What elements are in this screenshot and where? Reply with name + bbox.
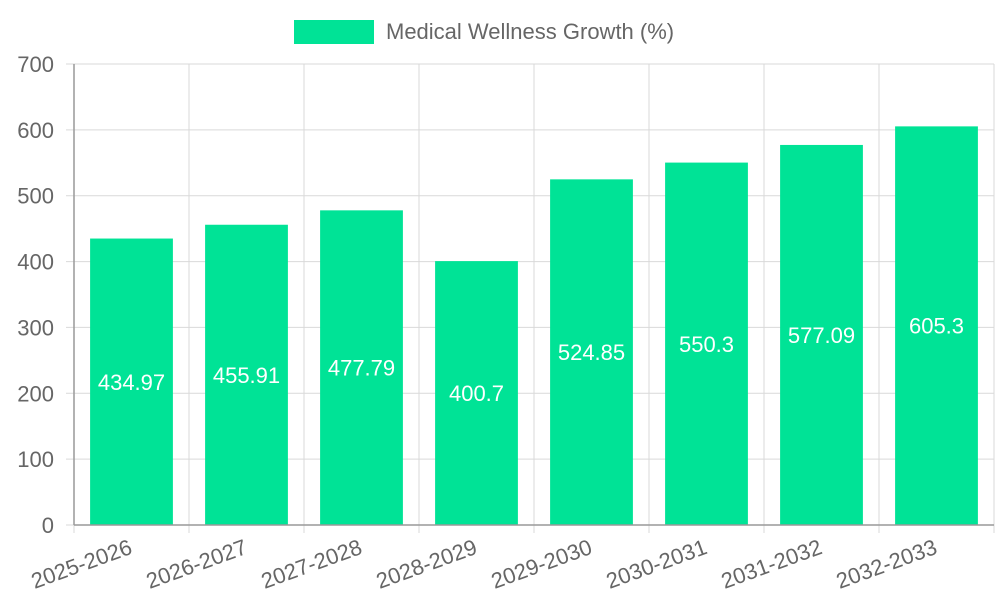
- bar: [205, 224, 288, 525]
- y-tick-label: 0: [42, 513, 54, 538]
- y-tick-label: 200: [17, 381, 54, 406]
- bar-value-label: 577.09: [788, 323, 855, 348]
- x-tick-label: 2032-2033: [833, 534, 940, 593]
- y-tick-label: 400: [17, 250, 54, 275]
- x-tick-label: 2030-2031: [603, 534, 710, 593]
- legend-swatch: [294, 20, 374, 44]
- y-tick-label: 100: [17, 447, 54, 472]
- bar-value-label: 524.85: [558, 340, 625, 365]
- x-tick-label: 2027-2028: [258, 534, 365, 593]
- bar: [90, 238, 173, 525]
- x-tick-label: 2025-2026: [28, 534, 135, 593]
- y-tick-label: 700: [17, 52, 54, 77]
- bar: [895, 126, 978, 526]
- y-tick-label: 300: [17, 315, 54, 340]
- x-tick-label: 2031-2032: [718, 534, 825, 593]
- bar: [435, 261, 518, 525]
- legend-label: Medical Wellness Growth (%): [386, 19, 674, 44]
- bars: 434.97 455.91 477.79 400.7 524.85 550.3 577.09…: [90, 126, 978, 526]
- bar-value-label: 400.7: [449, 381, 504, 406]
- bar-value-label: 455.91: [213, 363, 280, 388]
- bar: [550, 179, 633, 525]
- x-tick-label: 2026-2027: [143, 534, 250, 593]
- y-tick-label: 600: [17, 118, 54, 143]
- bar-value-label: 605.3: [909, 314, 964, 339]
- bar-value-label: 550.3: [679, 332, 734, 357]
- x-tick-label: 2029-2030: [488, 534, 595, 593]
- bar: [665, 162, 748, 526]
- x-tick-label: 2028-2029: [373, 534, 480, 593]
- bar: [320, 210, 403, 525]
- y-tick-label: 500: [17, 184, 54, 209]
- legend: Medical Wellness Growth (%): [294, 19, 674, 44]
- bar-value-label: 434.97: [98, 370, 165, 395]
- bar-value-label: 477.79: [328, 356, 395, 381]
- bar: [780, 144, 863, 525]
